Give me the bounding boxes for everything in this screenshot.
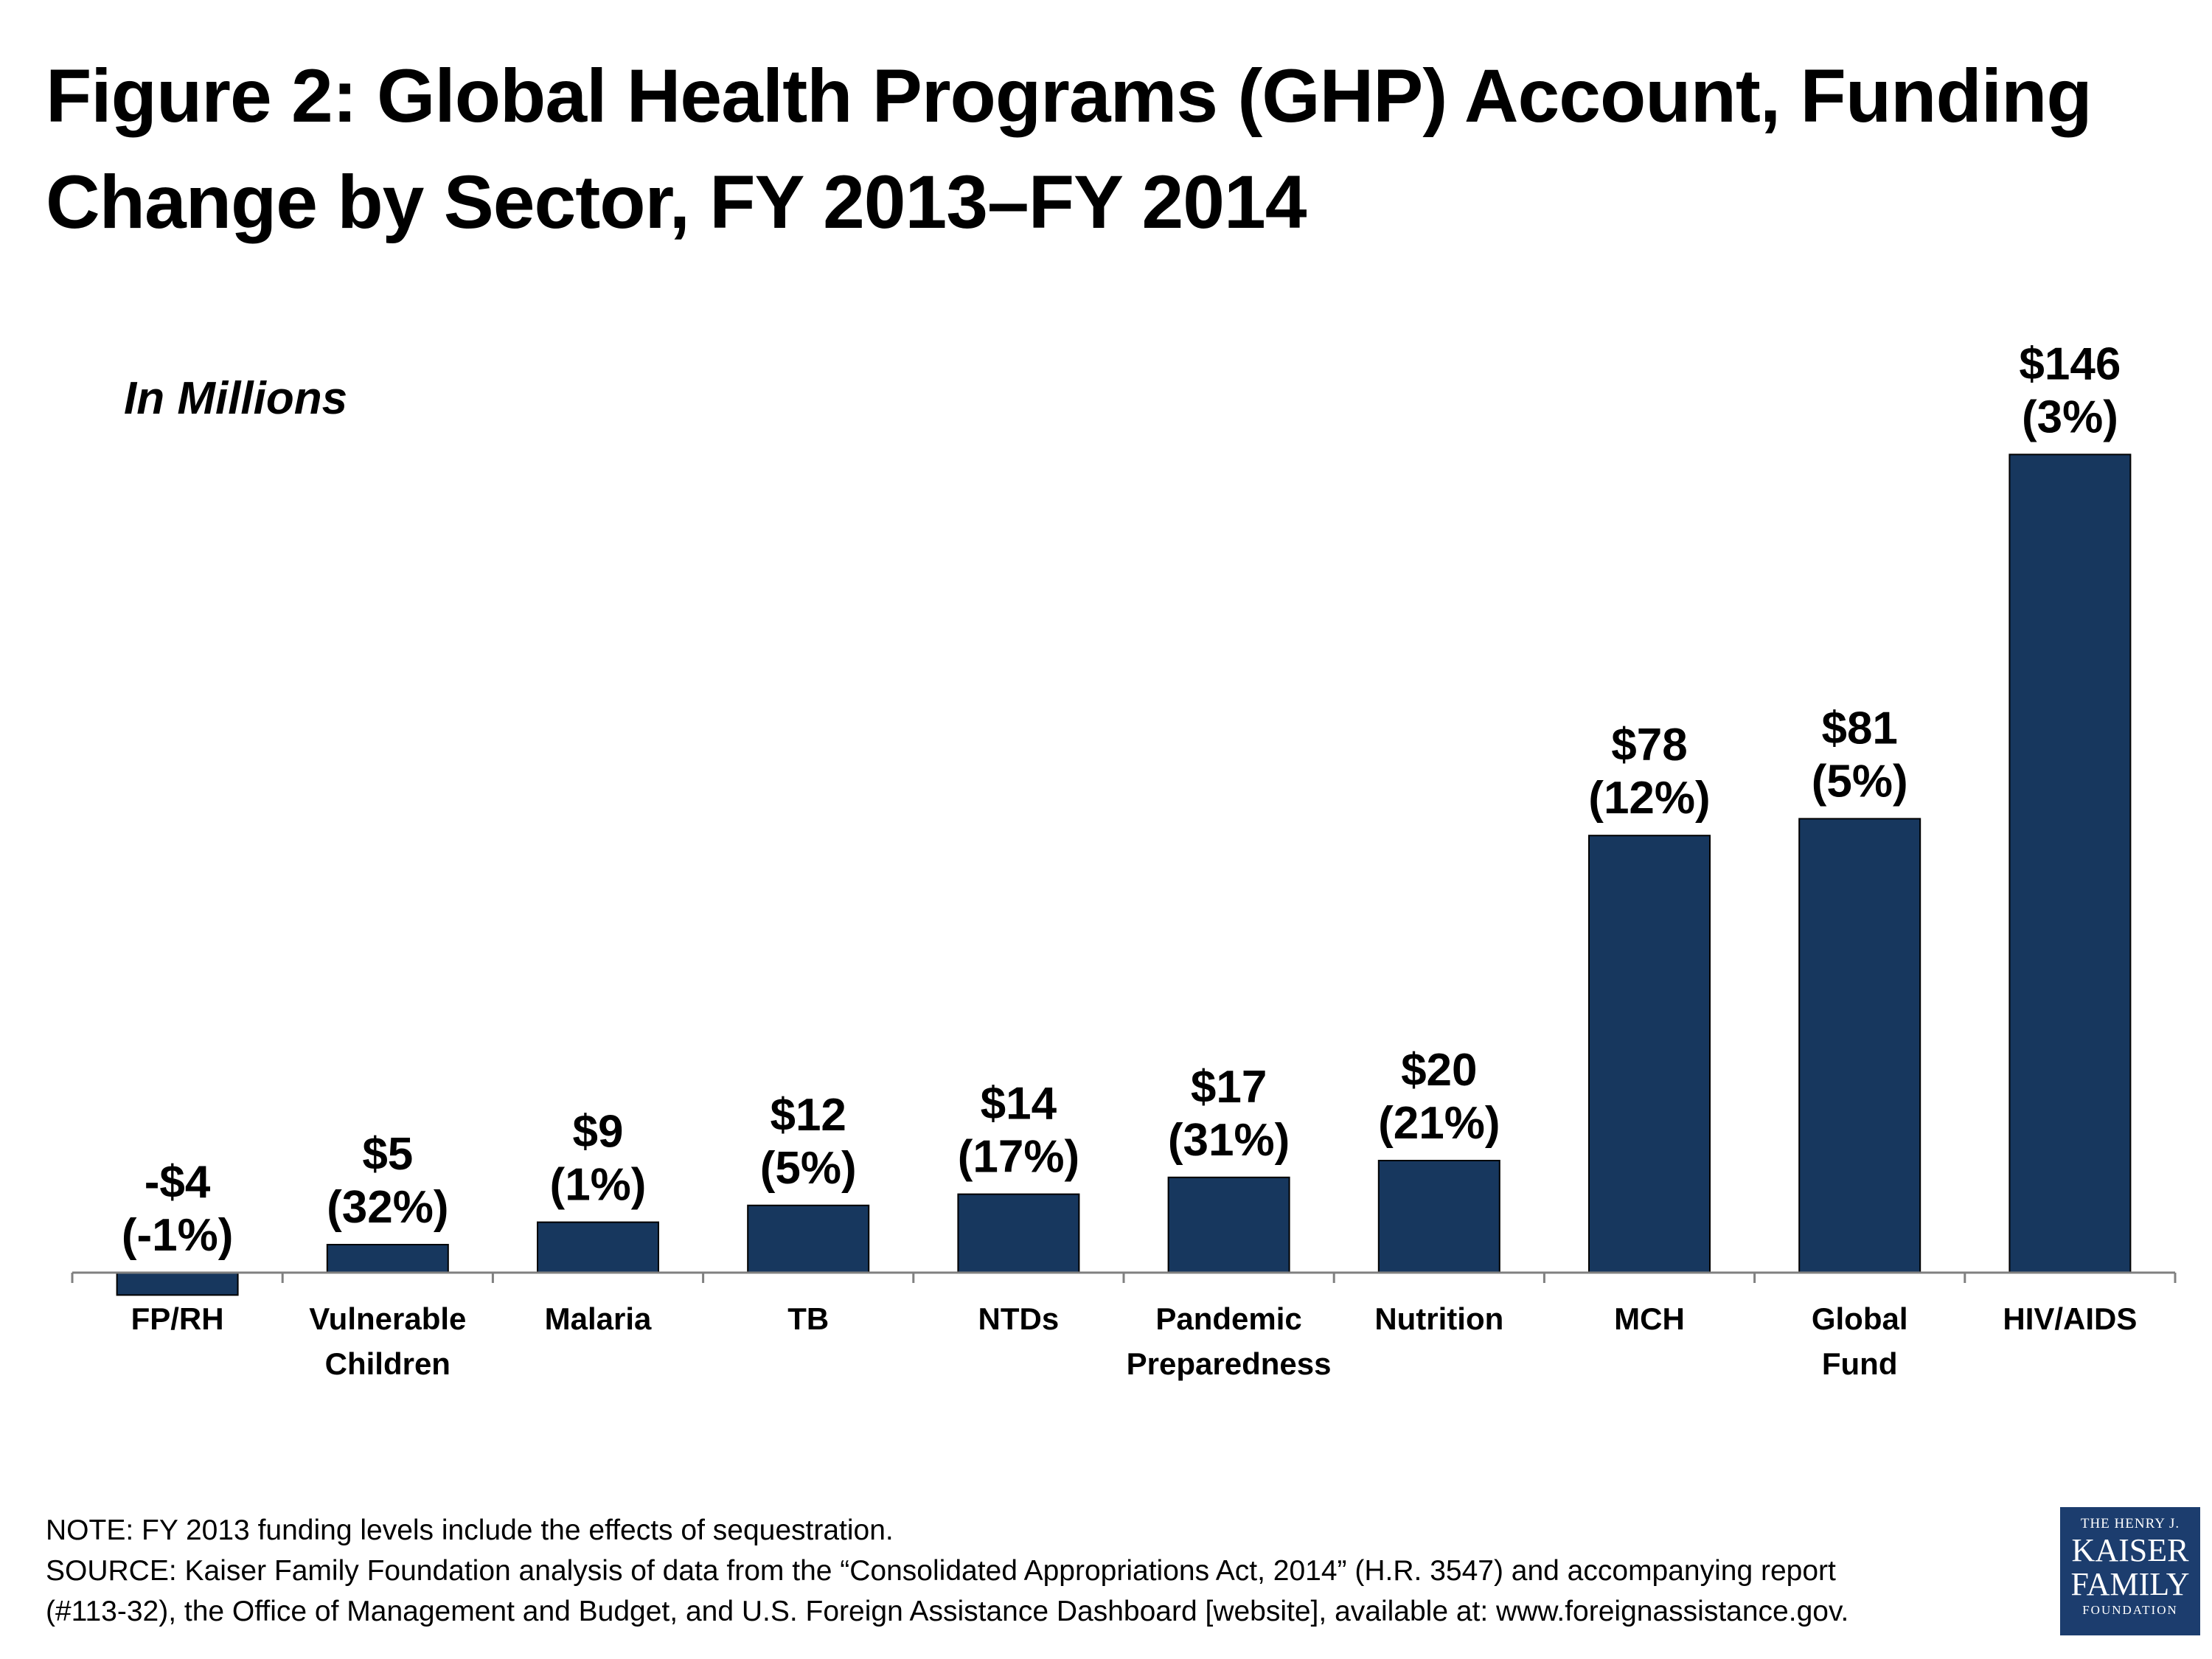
data-label-value-4: $14 — [981, 1079, 1057, 1130]
data-label-value-9: $146 — [2019, 338, 2121, 389]
logo-line-3: FAMILY — [2070, 1566, 2190, 1602]
source-text-line-2: (#113-32), the Office of Management and … — [46, 1596, 1849, 1627]
data-label-percent-4: (17%) — [958, 1132, 1079, 1183]
data-label-percent-7: (12%) — [1588, 773, 1710, 824]
bar-2 — [537, 1221, 659, 1273]
data-label-value-2: $9 — [573, 1107, 624, 1158]
bar-9 — [2008, 453, 2132, 1273]
data-label-value-7: $78 — [1611, 720, 1687, 771]
bar-5 — [1167, 1176, 1290, 1274]
category-label-2-0: Malaria — [545, 1301, 652, 1336]
category-label-6-0: Nutrition — [1374, 1301, 1503, 1336]
category-label-1-1: Children — [325, 1346, 451, 1381]
bar-3 — [747, 1204, 870, 1274]
category-label-8-1: Fund — [1822, 1346, 1898, 1381]
bar-chart: (-1%)-$4 FP/RH (32%)$5 Vulnerable Children (1… — [71, 338, 2177, 1381]
bar-6 — [1377, 1160, 1500, 1273]
category-label-1-0: Vulnerable — [309, 1301, 466, 1336]
category-label-7-0: MCH — [1614, 1301, 1685, 1336]
data-label-value-0: -$4 — [145, 1157, 211, 1208]
bar-8 — [1798, 818, 1921, 1273]
bar-4 — [957, 1193, 1080, 1273]
data-label-percent-9: (3%) — [2022, 392, 2118, 442]
data-label-value-6: $20 — [1401, 1045, 1477, 1096]
data-label-percent-5: (31%) — [1168, 1115, 1290, 1166]
footnotes: NOTE: FY 2013 funding levels include the… — [46, 1510, 2022, 1632]
bar-0 — [116, 1272, 239, 1296]
data-label-percent-2: (1%) — [550, 1160, 647, 1211]
note-text: NOTE: FY 2013 funding levels include the… — [46, 1514, 894, 1546]
category-label-9-0: HIV/AIDS — [2003, 1301, 2137, 1336]
data-label-percent-3: (5%) — [760, 1143, 857, 1194]
bar-7 — [1588, 835, 1711, 1273]
source-text-line-1: SOURCE: Kaiser Family Foundation analysi… — [46, 1555, 1836, 1587]
chart-subtitle: In Millions — [124, 373, 348, 424]
data-label-percent-1: (32%) — [327, 1182, 448, 1233]
data-label-value-1: $5 — [362, 1129, 413, 1180]
logo-line-4: FOUNDATION — [2082, 1603, 2178, 1617]
logo-line-1: THE HENRY J. — [2080, 1516, 2180, 1531]
bar-1 — [326, 1244, 449, 1273]
data-label-percent-8: (5%) — [1812, 756, 1908, 807]
data-label-value-3: $12 — [770, 1090, 846, 1141]
category-label-5-0: Pandemic — [1155, 1301, 1301, 1336]
data-label-value-8: $81 — [1821, 703, 1897, 754]
data-label-percent-0: (-1%) — [122, 1210, 234, 1261]
category-label-8-0: Global — [1812, 1301, 1908, 1336]
category-label-3-0: TB — [787, 1301, 829, 1336]
page-title: Figure 2: Global Health Programs (GHP) A… — [46, 54, 2093, 244]
kff-logo: THE HENRY J. KAISER FAMILY FOUNDATION — [2060, 1507, 2200, 1635]
category-label-0-0: FP/RH — [131, 1301, 224, 1336]
data-label-percent-6: (21%) — [1378, 1098, 1500, 1149]
logo-line-2: KAISER — [2071, 1532, 2189, 1568]
category-label-5-1: Preparedness — [1127, 1346, 1332, 1381]
category-label-4-0: NTDs — [978, 1301, 1060, 1336]
data-label-value-5: $17 — [1191, 1062, 1267, 1113]
